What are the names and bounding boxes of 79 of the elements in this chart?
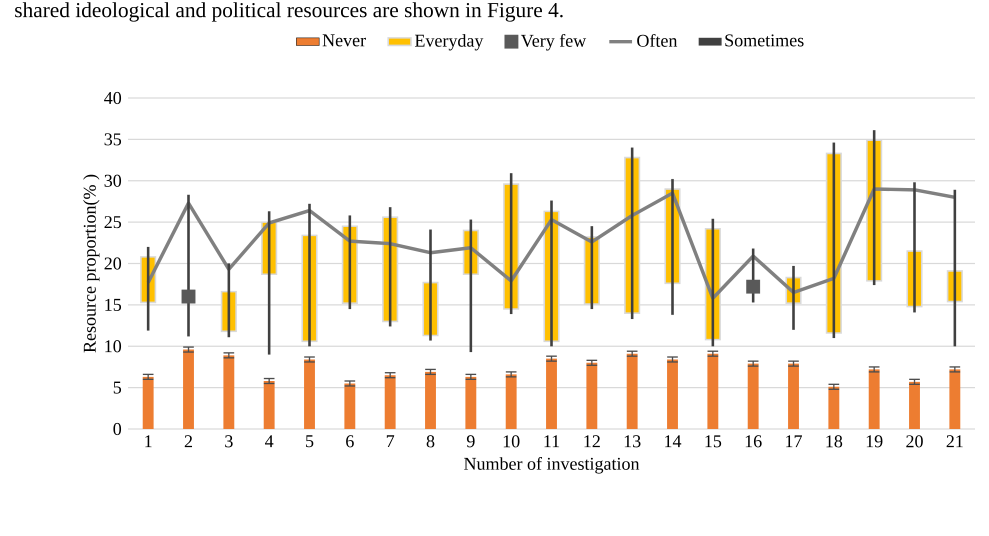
legend-label: Never <box>322 34 366 46</box>
x-tick-label: 12 <box>584 435 600 448</box>
bar <box>828 386 840 429</box>
y-tick-label: 10 <box>105 340 122 352</box>
y-axis-title: Resource proportion(% ) <box>83 174 100 352</box>
bar <box>909 382 920 429</box>
legend-label: Everyday <box>414 34 484 50</box>
x-tick-label: 5 <box>306 435 314 448</box>
bar <box>146 246 150 331</box>
y-tick-label: 35 <box>104 133 122 146</box>
y-tick-label: 30 <box>104 174 122 187</box>
x-tick-label: 16 <box>746 435 762 448</box>
y-tick-label: 20 <box>104 257 122 270</box>
y-tick-label: 15 <box>105 298 122 311</box>
x-tick-label: 11 <box>544 435 560 448</box>
bar <box>792 266 795 330</box>
x-tick-label: 8 <box>426 435 434 448</box>
x-tick-label: 10 <box>504 435 520 448</box>
bar <box>268 211 270 355</box>
bar <box>626 354 638 429</box>
x-tick-label: 14 <box>665 435 682 448</box>
bar <box>630 148 634 320</box>
bar <box>429 229 432 341</box>
bar <box>465 376 476 429</box>
bar <box>470 220 472 352</box>
bar <box>304 359 315 429</box>
x-tick-label: 7 <box>386 435 394 448</box>
y-tick-label: 40 <box>104 92 122 104</box>
y-tick-label: 5 <box>114 382 122 394</box>
x-tick-label: 4 <box>265 435 274 448</box>
x-tick-label: 19 <box>866 435 882 448</box>
bar <box>228 263 230 338</box>
bar <box>712 218 714 346</box>
bar <box>384 375 396 429</box>
bar <box>388 207 392 326</box>
bar <box>264 381 275 429</box>
bar <box>913 182 916 312</box>
bar <box>183 350 194 429</box>
x-axis-title: Number of investigation <box>464 457 640 474</box>
bar <box>707 354 718 429</box>
text: shared ideological and political resources are shown in Figure 4. <box>15 2 563 22</box>
x-tick-label: 15 <box>705 435 722 448</box>
bar <box>510 173 512 314</box>
bar <box>308 204 311 346</box>
y-tick-label: 25 <box>104 216 122 228</box>
bar <box>586 362 598 429</box>
x-tick-label: 9 <box>466 435 475 448</box>
x-tick-label: 18 <box>826 435 842 448</box>
bar <box>748 364 759 429</box>
bar <box>954 190 956 346</box>
bar <box>550 200 553 346</box>
bar <box>187 194 190 336</box>
bar <box>506 374 517 429</box>
x-tick-label: 17 <box>786 435 802 448</box>
x-tick-label: 2 <box>184 435 192 448</box>
y-tick-label: 0 <box>113 422 122 436</box>
bar <box>223 355 234 429</box>
bar <box>425 372 436 429</box>
bar <box>348 215 352 310</box>
x-tick-label: 1 <box>145 435 152 448</box>
bar <box>868 369 880 429</box>
bar <box>949 369 960 429</box>
bar <box>788 364 799 429</box>
x-tick-label: 6 <box>346 435 354 448</box>
legend-label: Sometimes <box>725 34 804 46</box>
bar <box>546 358 557 429</box>
legend-label: Very few <box>520 34 586 51</box>
bar <box>142 376 154 429</box>
x-tick-label: 21 <box>946 435 963 448</box>
bar <box>872 130 876 286</box>
bar <box>671 179 674 315</box>
bar <box>590 226 594 310</box>
x-tick-label: 13 <box>624 435 640 448</box>
x-tick-label: 20 <box>906 435 923 448</box>
x-tick-label: 3 <box>225 435 233 448</box>
legend-label: Often <box>637 34 678 47</box>
bar <box>667 359 678 429</box>
bar <box>832 142 836 338</box>
bar <box>344 383 356 429</box>
